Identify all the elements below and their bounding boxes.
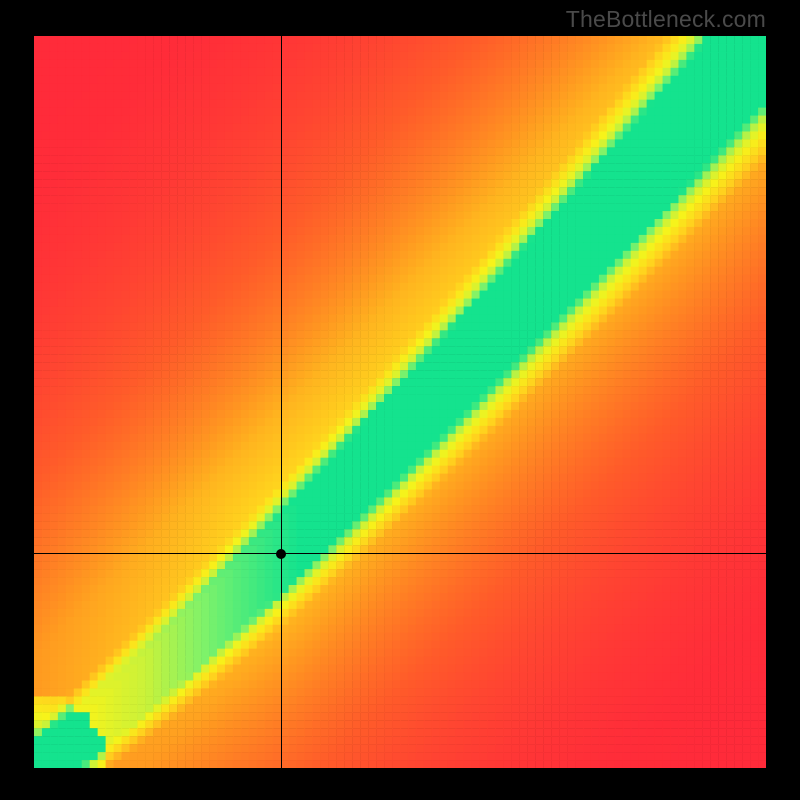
chart-container: TheBottleneck.com [0, 0, 800, 800]
crosshair-horizontal [34, 553, 766, 554]
heatmap-canvas [34, 36, 766, 768]
crosshair-marker [276, 549, 286, 559]
crosshair-vertical [281, 36, 282, 768]
watermark-text: TheBottleneck.com [566, 6, 766, 33]
